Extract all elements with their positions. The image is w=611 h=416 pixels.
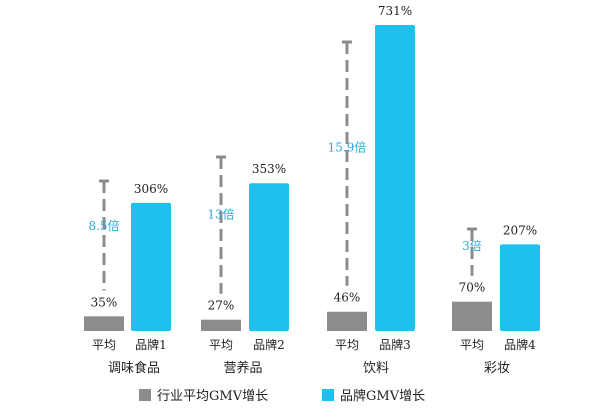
- brand-value-label: 207%: [503, 223, 537, 237]
- legend-swatch-brand: [322, 389, 334, 401]
- avg-value-label: 46%: [334, 291, 361, 305]
- avg-tick-label: 平均: [209, 338, 233, 352]
- category-label: 营养品: [223, 360, 262, 376]
- legend-label-brand: 品牌GMV增长: [340, 388, 425, 404]
- brand-bar: [375, 25, 415, 331]
- avg-tick-label: 平均: [460, 338, 484, 352]
- avg-value-label: 35%: [91, 295, 118, 309]
- category-label: 彩妆: [484, 361, 510, 376]
- brand-tick-label: 品牌3: [379, 338, 411, 352]
- brand-value-label: 353%: [252, 162, 286, 176]
- avg-bar: [201, 319, 241, 331]
- brand-value-label: 306%: [134, 182, 168, 196]
- avg-tick-label: 平均: [92, 338, 116, 352]
- category-label: 饮料: [363, 361, 389, 376]
- avg-value-label: 70%: [459, 281, 486, 295]
- brand-tick-label: 品牌1: [135, 338, 167, 352]
- avg-value-label: 27%: [208, 299, 235, 313]
- category-label: 调味食品: [108, 360, 160, 376]
- brand-bar: [500, 244, 540, 331]
- multiplier-label: 15.9倍: [328, 140, 367, 155]
- avg-bar: [452, 301, 492, 331]
- multiplier-label: 13倍: [207, 207, 234, 222]
- legend-label-average: 行业平均GMV增长: [157, 389, 268, 404]
- brand-bar: [249, 183, 289, 331]
- multiplier-label: 3倍: [462, 238, 482, 253]
- brand-tick-label: 品牌2: [253, 338, 285, 352]
- brand-tick-label: 品牌4: [504, 338, 536, 352]
- brand-bar: [131, 202, 171, 331]
- avg-tick-label: 平均: [335, 338, 359, 352]
- multiplier-label: 8.5倍: [88, 218, 119, 233]
- brand-value-label: 731%: [378, 4, 412, 18]
- legend-swatch-average: [139, 389, 151, 401]
- avg-bar: [84, 316, 124, 331]
- avg-bar: [327, 311, 367, 331]
